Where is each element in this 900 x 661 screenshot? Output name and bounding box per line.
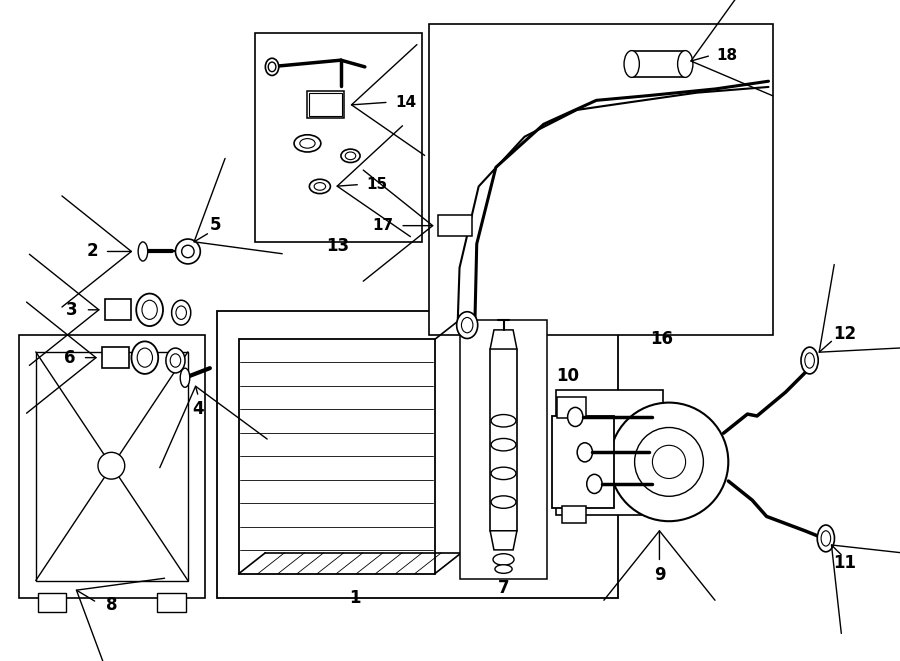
- Bar: [308, 91, 344, 118]
- Ellipse shape: [587, 475, 602, 494]
- Ellipse shape: [294, 135, 320, 152]
- Circle shape: [98, 452, 125, 479]
- Ellipse shape: [341, 149, 360, 163]
- Ellipse shape: [266, 58, 279, 75]
- Ellipse shape: [166, 348, 185, 373]
- Ellipse shape: [310, 179, 330, 194]
- Text: 16: 16: [650, 330, 673, 348]
- Bar: [556, 390, 663, 514]
- Polygon shape: [491, 531, 517, 550]
- Circle shape: [634, 428, 704, 496]
- Ellipse shape: [137, 348, 152, 368]
- Ellipse shape: [491, 496, 516, 508]
- Text: 9: 9: [653, 566, 665, 584]
- Ellipse shape: [495, 564, 512, 573]
- Ellipse shape: [172, 300, 191, 325]
- Text: 15: 15: [366, 177, 388, 192]
- Bar: [461, 321, 546, 578]
- Text: 8: 8: [105, 596, 117, 614]
- Ellipse shape: [316, 97, 335, 111]
- Ellipse shape: [300, 139, 315, 148]
- Ellipse shape: [821, 531, 831, 546]
- Text: 2: 2: [86, 243, 98, 260]
- Circle shape: [652, 446, 686, 479]
- Ellipse shape: [491, 438, 516, 451]
- Ellipse shape: [138, 242, 148, 261]
- Polygon shape: [491, 330, 517, 349]
- Ellipse shape: [456, 312, 478, 338]
- Bar: [310, 93, 342, 116]
- Bar: [36, 352, 188, 580]
- Text: 14: 14: [395, 95, 417, 110]
- Text: 11: 11: [833, 555, 857, 572]
- Bar: [438, 215, 472, 236]
- Text: 7: 7: [498, 579, 509, 597]
- Ellipse shape: [817, 525, 834, 552]
- Bar: [255, 34, 422, 242]
- Text: 6: 6: [64, 348, 75, 367]
- Ellipse shape: [678, 51, 693, 77]
- Text: 12: 12: [833, 325, 857, 342]
- Bar: [238, 340, 435, 574]
- Bar: [102, 347, 129, 368]
- Text: 13: 13: [327, 237, 349, 254]
- Bar: [557, 397, 586, 418]
- Ellipse shape: [493, 554, 514, 565]
- Text: 4: 4: [193, 401, 204, 418]
- Ellipse shape: [491, 414, 516, 427]
- Ellipse shape: [142, 300, 157, 319]
- Ellipse shape: [180, 368, 190, 387]
- Ellipse shape: [491, 467, 516, 480]
- Ellipse shape: [268, 62, 276, 71]
- Ellipse shape: [176, 306, 186, 319]
- Ellipse shape: [462, 317, 472, 332]
- Bar: [104, 299, 131, 321]
- Bar: [562, 506, 586, 523]
- Ellipse shape: [346, 152, 356, 160]
- Ellipse shape: [176, 239, 201, 264]
- Bar: [19, 334, 205, 598]
- Ellipse shape: [136, 293, 163, 326]
- Ellipse shape: [568, 407, 583, 426]
- Circle shape: [609, 403, 728, 522]
- Text: 18: 18: [716, 48, 738, 63]
- Text: 1: 1: [349, 589, 361, 607]
- Ellipse shape: [577, 443, 592, 462]
- Bar: [553, 416, 615, 508]
- Bar: [632, 51, 685, 77]
- Bar: [158, 593, 186, 612]
- Ellipse shape: [805, 353, 814, 368]
- Bar: [38, 593, 67, 612]
- Ellipse shape: [801, 347, 818, 374]
- Text: 5: 5: [210, 215, 221, 234]
- Text: 10: 10: [556, 367, 579, 385]
- Ellipse shape: [314, 182, 326, 190]
- Text: 3: 3: [67, 301, 78, 319]
- Ellipse shape: [131, 341, 158, 374]
- Text: 17: 17: [373, 218, 393, 233]
- Bar: [217, 311, 618, 598]
- Ellipse shape: [624, 51, 639, 77]
- Bar: [429, 24, 773, 334]
- Ellipse shape: [170, 354, 181, 368]
- Ellipse shape: [182, 245, 194, 258]
